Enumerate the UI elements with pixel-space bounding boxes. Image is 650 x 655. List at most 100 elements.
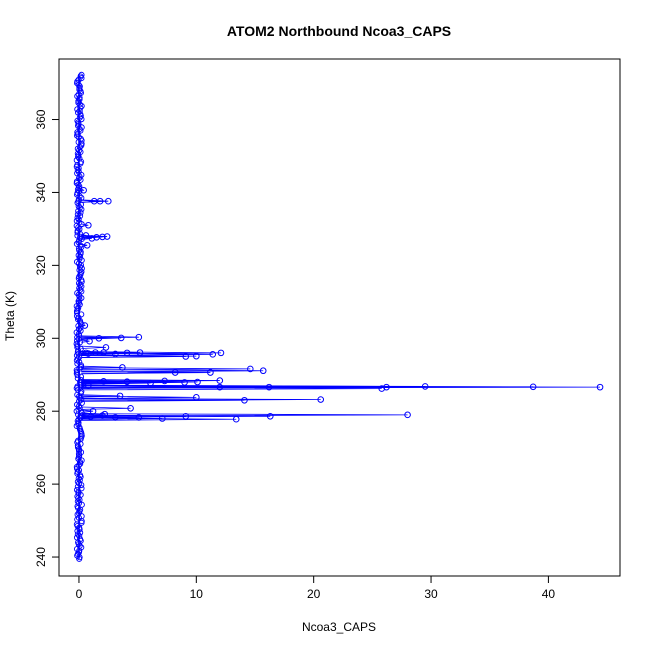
x-axis: 0 10 20 30 40 xyxy=(76,575,556,601)
data-point xyxy=(317,396,325,403)
data-point xyxy=(158,415,166,422)
series-segment xyxy=(81,371,176,375)
dense-trace-point xyxy=(78,194,85,201)
data-point xyxy=(135,414,143,421)
series-segment xyxy=(81,387,382,391)
data-point xyxy=(247,365,254,373)
data-point xyxy=(217,349,225,357)
y-axis-label: Theta (K) xyxy=(3,291,17,341)
series-segment xyxy=(81,234,108,239)
series-segment xyxy=(81,406,131,410)
dense-trace-point xyxy=(74,93,81,100)
x-tick-label: 0 xyxy=(76,587,83,601)
series-segment xyxy=(81,339,90,343)
data-point xyxy=(266,413,274,420)
data-point xyxy=(194,378,201,386)
data-point xyxy=(171,369,179,376)
dense-trace-point xyxy=(76,263,84,270)
data-point xyxy=(89,407,97,415)
y-axis: 240 260 280 300 320 340 360 xyxy=(34,109,60,567)
dense-trace-point xyxy=(76,147,83,154)
data-point xyxy=(99,412,106,419)
dense-trace-point xyxy=(75,326,83,333)
data-point xyxy=(88,235,96,242)
dense-trace-point xyxy=(74,511,81,518)
dense-trace-point xyxy=(76,317,84,325)
x-axis-label: Ncoa3_CAPS xyxy=(302,620,376,634)
series-segment xyxy=(81,188,85,192)
data-point xyxy=(529,383,537,391)
data-point xyxy=(82,232,90,239)
data-point xyxy=(193,394,200,401)
series-segment xyxy=(81,415,91,419)
y-tick-label: 260 xyxy=(34,474,48,494)
data-point xyxy=(85,350,92,357)
series-segment xyxy=(81,385,220,389)
data-point xyxy=(117,334,125,342)
plot-frame xyxy=(58,58,621,577)
dense-trace-point xyxy=(75,181,82,188)
data-point xyxy=(209,351,217,358)
data-point xyxy=(127,404,134,412)
dense-trace-point xyxy=(73,463,80,471)
dense-trace-point xyxy=(74,478,81,485)
data-point xyxy=(92,349,99,356)
data-point xyxy=(116,392,124,400)
dense-trace-point xyxy=(76,204,83,211)
dense-trace-point xyxy=(74,386,82,393)
dense-trace-point xyxy=(78,388,85,395)
data-point xyxy=(81,322,89,329)
dense-trace-point xyxy=(78,102,85,110)
dense-trace-point xyxy=(75,490,82,497)
x-tick-label: 30 xyxy=(424,587,438,601)
y-tick-label: 280 xyxy=(34,401,48,421)
data-point xyxy=(100,378,107,385)
dense-trace-point xyxy=(78,485,85,492)
dense-trace-point xyxy=(73,340,80,347)
data-point xyxy=(85,221,92,229)
data-point xyxy=(216,383,224,391)
series-segment xyxy=(81,199,95,203)
data-point xyxy=(123,349,131,357)
dense-trace-point xyxy=(75,462,82,469)
dense-trace-point xyxy=(77,327,84,334)
dense-trace-point xyxy=(73,217,80,224)
series-segment xyxy=(81,336,122,340)
data-point xyxy=(404,411,411,419)
x-tick-label: 40 xyxy=(542,587,556,601)
series-segment xyxy=(81,395,197,399)
series-segment xyxy=(81,354,186,359)
dense-trace-point xyxy=(78,71,85,78)
series-segment xyxy=(81,365,123,369)
chart-title: ATOM2 Northbound Ncoa3_CAPS xyxy=(227,23,451,39)
data-point xyxy=(596,383,604,391)
data-point xyxy=(207,369,214,376)
data-point xyxy=(112,414,119,421)
data-point xyxy=(86,337,93,345)
dense-trace-point xyxy=(78,124,85,131)
y-tick-label: 240 xyxy=(34,547,48,567)
dense-trace-point xyxy=(73,408,80,415)
series-points xyxy=(80,186,604,423)
data-point xyxy=(181,379,188,386)
dense-trace-point xyxy=(77,345,84,352)
data-point xyxy=(95,334,103,342)
data-point xyxy=(378,385,386,392)
data-point xyxy=(147,379,154,387)
data-point xyxy=(259,367,267,375)
series-segment xyxy=(81,394,121,398)
dense-trace-point xyxy=(77,373,85,380)
dense-trace-point xyxy=(77,104,84,111)
dense-trace-point xyxy=(76,273,83,280)
series-segment xyxy=(81,409,94,413)
data-point xyxy=(182,413,190,420)
data-point xyxy=(100,349,107,356)
data-point xyxy=(99,233,106,241)
data-point xyxy=(123,378,131,385)
series-lines xyxy=(81,188,601,421)
series-segment xyxy=(81,380,185,385)
data-point xyxy=(161,377,168,385)
data-point xyxy=(421,383,429,390)
y-tick-label: 320 xyxy=(34,255,48,275)
